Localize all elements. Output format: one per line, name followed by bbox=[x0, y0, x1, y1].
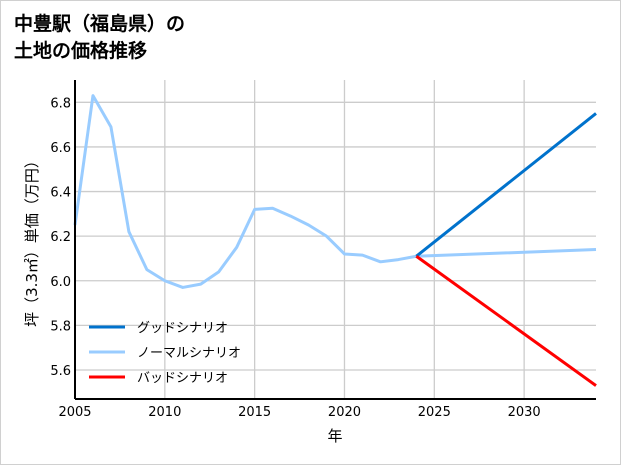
legend-label-1: ノーマルシナリオ bbox=[137, 346, 241, 361]
title-line-1: 中豊駅（福島県）の bbox=[14, 13, 186, 35]
x-tick-label: 2010 bbox=[148, 405, 181, 420]
x-axis-label: 年 bbox=[327, 427, 342, 445]
y-tick-label: 6.0 bbox=[50, 275, 71, 290]
x-tick-label: 2030 bbox=[508, 405, 541, 420]
legend-label-2: バッドシナリオ bbox=[137, 371, 228, 386]
y-axis-label: 坪（3.3㎡）単価（万円） bbox=[23, 153, 41, 327]
legend-label-0: グッドシナリオ bbox=[137, 321, 228, 336]
y-tick-label: 5.8 bbox=[50, 319, 71, 334]
chart-title: 中豊駅（福島県）の 土地の価格推移 bbox=[14, 11, 185, 65]
y-tick-label: 6.4 bbox=[50, 186, 71, 201]
x-tick-label: 2020 bbox=[328, 405, 361, 420]
x-tick-label: 2005 bbox=[58, 405, 91, 420]
y-tick-label: 6.2 bbox=[50, 230, 71, 245]
y-tick-label: 6.8 bbox=[50, 96, 71, 111]
x-tick-label: 2015 bbox=[238, 405, 271, 420]
y-tick-label: 6.6 bbox=[50, 141, 71, 156]
title-line-2: 土地の価格推移 bbox=[14, 40, 148, 62]
y-tick-label: 5.6 bbox=[50, 364, 71, 379]
series-line-2 bbox=[415, 255, 597, 387]
series-line-1 bbox=[73, 94, 597, 289]
series-line-0 bbox=[415, 112, 597, 258]
x-tick-label: 2025 bbox=[418, 405, 451, 420]
